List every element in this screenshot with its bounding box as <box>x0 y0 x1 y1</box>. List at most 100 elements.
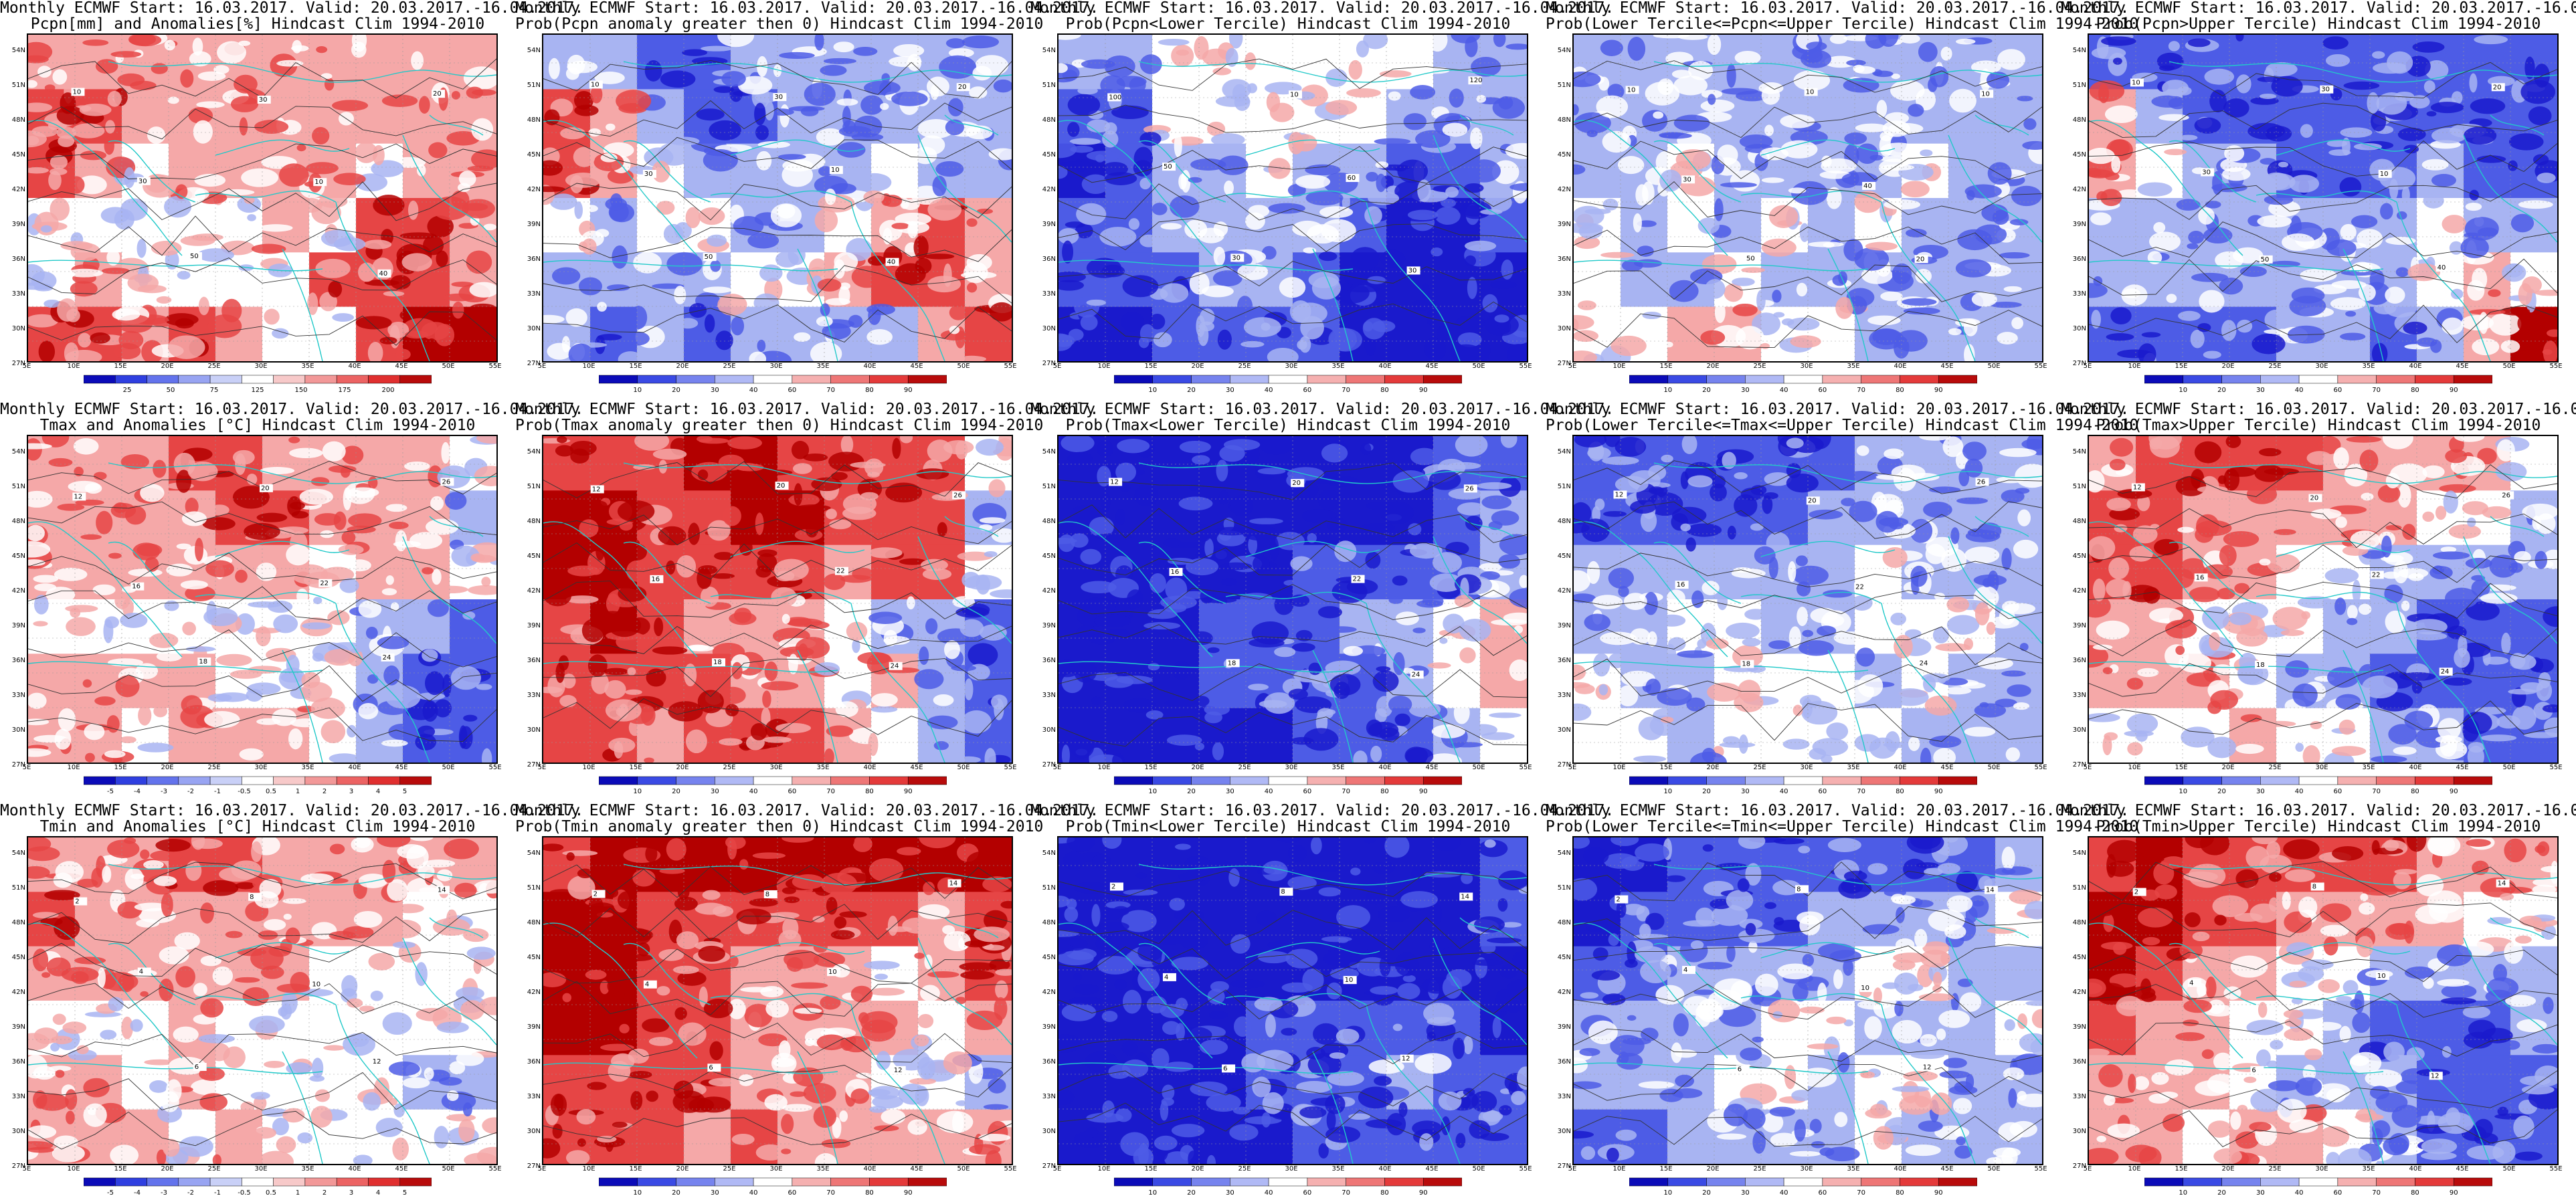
field-blob <box>1139 177 1151 190</box>
coastline <box>1574 661 1869 673</box>
contour-label-bg <box>1351 575 1365 583</box>
colorbar-tick-label: 20 <box>1187 387 1196 394</box>
field-blob <box>104 616 120 629</box>
colorbar-segment <box>715 776 754 785</box>
colorbar-tick-label: 60 <box>2333 788 2342 795</box>
contour-label-bg <box>130 582 145 591</box>
field-blob <box>28 540 51 558</box>
field-blob <box>28 443 52 449</box>
field-blob <box>907 54 922 72</box>
colorbar-tick-label: 90 <box>903 1189 913 1197</box>
field-blob <box>127 274 159 292</box>
latitude-tick-label: 51N <box>2072 483 2086 490</box>
colorbar-tick-label: 20 <box>1187 788 1196 795</box>
colorbar-tick-label: 90 <box>1934 788 1943 795</box>
latitude-tick-label: 27N <box>527 761 541 769</box>
colorbar-segment <box>178 1177 211 1187</box>
contour-label: 4 <box>645 981 649 989</box>
field-blob <box>95 59 118 74</box>
field-blob <box>961 35 999 49</box>
longitude-tick-label: 50E <box>1472 764 1485 771</box>
contour-label: 26 <box>953 492 962 499</box>
field-blob <box>1764 472 1792 486</box>
field-blob <box>1574 112 1611 134</box>
contour-label-bg <box>1744 254 1758 263</box>
colorbar-segment <box>399 375 432 384</box>
field-blob <box>737 76 773 95</box>
field-blob <box>1327 517 1348 533</box>
field-blob <box>2472 268 2488 291</box>
field-blob <box>1700 330 1726 345</box>
latitude-tick-label: 27N <box>2072 360 2086 367</box>
field-blob <box>1829 35 1847 44</box>
field-blob <box>2203 350 2221 359</box>
field-blob <box>276 983 310 993</box>
field-blob <box>756 469 793 476</box>
colorbar-tick-label: 60 <box>788 788 797 795</box>
longitude-tick-label: 35E <box>1331 1165 1345 1173</box>
field-blob <box>359 1005 375 1012</box>
latitude-tick-label: 27N <box>1042 360 1056 367</box>
field-blob <box>871 693 898 707</box>
field-blob <box>760 986 784 998</box>
field-blob <box>74 957 106 965</box>
panel-title-line1: Monthly ECMWF Start: 16.03.2017. Valid: … <box>1030 401 1615 418</box>
coastline <box>850 603 945 763</box>
coastline <box>195 591 337 604</box>
field-blob <box>2480 734 2517 742</box>
field-blob <box>850 1088 870 1104</box>
field-blob <box>1894 330 1928 352</box>
colorbar-tick-label: 60 <box>1818 387 1827 394</box>
field-blob <box>2102 667 2113 674</box>
coastline <box>335 1004 430 1164</box>
field-blob <box>1477 482 1512 490</box>
field-blob <box>2423 193 2444 209</box>
field-blob <box>2285 660 2309 678</box>
field-blob <box>470 553 486 562</box>
longitude-tick-label: 5E <box>22 363 31 370</box>
field-blob <box>989 302 1012 322</box>
field-blob <box>2295 742 2304 752</box>
colorbar-segment <box>1822 776 1861 785</box>
field-blob <box>2372 51 2385 59</box>
contour-line <box>1059 104 1527 133</box>
field-blob <box>1509 183 1527 191</box>
field-blob <box>2254 464 2284 482</box>
field-blob <box>1689 751 1727 763</box>
field-blob <box>2416 337 2437 347</box>
field-blob <box>1908 104 1924 117</box>
coastline <box>1245 139 1380 156</box>
field-blob <box>1999 447 2037 458</box>
field-blob <box>219 867 255 882</box>
field-blob <box>812 916 825 923</box>
field-blob <box>587 1082 607 1090</box>
field-blob <box>820 995 841 1010</box>
field-blob <box>1388 596 1403 604</box>
colorbar-tick-label: 90 <box>1418 387 1428 394</box>
field-blob <box>2187 38 2211 47</box>
contour-label-bg <box>2130 78 2144 87</box>
field-blob <box>1660 716 1674 723</box>
colorbar-tick-label: 2 <box>322 1189 327 1197</box>
field-blob <box>310 1106 333 1128</box>
field-blob <box>1059 280 1085 291</box>
field-blob <box>1806 41 1827 51</box>
longitude-tick-label: 55E <box>1519 764 1532 771</box>
field-blob <box>976 208 994 215</box>
coastline <box>282 649 323 763</box>
field-blob <box>710 260 721 272</box>
field-blob <box>2465 202 2482 211</box>
field-blob <box>860 95 884 115</box>
field-blob <box>381 739 408 747</box>
coastline <box>1740 591 1882 604</box>
colorbar-segment <box>1191 776 1230 785</box>
field-blob <box>2089 167 2102 178</box>
field-blob <box>1258 436 1294 455</box>
contour-line <box>28 629 496 668</box>
latitude-tick-label: 48N <box>11 518 25 525</box>
field-blob <box>181 695 203 715</box>
field-blob <box>1431 247 1443 257</box>
longitude-tick-label: 5E <box>22 764 31 771</box>
field-blob <box>1410 542 1443 559</box>
